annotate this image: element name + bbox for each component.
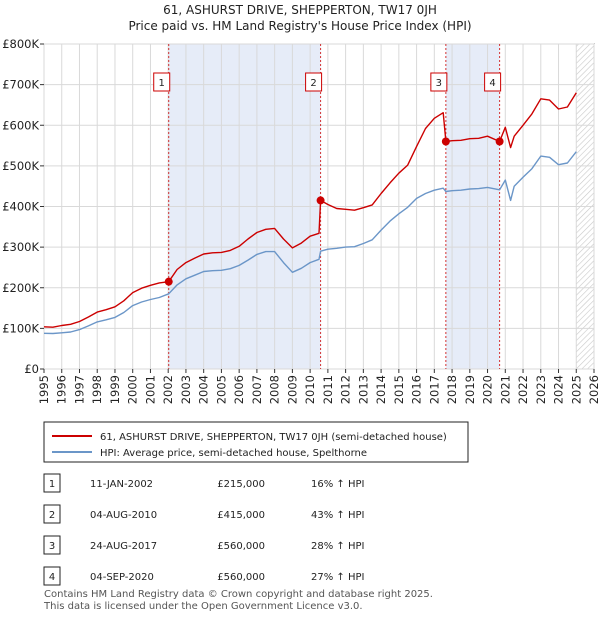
x-tick-label: 2017 <box>427 375 441 404</box>
x-tick-label: 2008 <box>268 375 282 404</box>
sale-row-number: 1 <box>49 479 55 490</box>
sale-row-box-1 <box>43 473 61 493</box>
property-price-line <box>43 92 577 328</box>
sale-point-2 <box>316 196 325 205</box>
y-tick-label: £700K <box>2 78 39 92</box>
legend-box <box>43 421 469 463</box>
x-tick-label: 1998 <box>90 375 104 404</box>
sale-row-date: 04-AUG-2010 <box>90 510 157 521</box>
x-tick-label: 2013 <box>356 375 370 404</box>
footer-copyright: Contains HM Land Registry data © Crown c… <box>44 589 433 600</box>
x-tick-label: 2004 <box>197 375 211 404</box>
x-tick-label: 2025 <box>569 375 583 404</box>
sale-marker-label-3: 3 <box>436 78 442 89</box>
y-tick-label: £800K <box>2 37 39 51</box>
x-tick-label: 2018 <box>445 375 459 404</box>
sale-row-box-2 <box>43 504 61 524</box>
x-tick-label: 2016 <box>410 375 424 404</box>
sale-marker-box-4 <box>484 72 502 92</box>
sale-row-number: 3 <box>49 541 55 552</box>
x-tick-label: 2026 <box>587 375 600 404</box>
y-tick-label: £100K <box>2 321 39 335</box>
sale-row-price: £560,000 <box>217 541 265 552</box>
y-tick-label: £300K <box>2 240 39 254</box>
sale-marker-label-4: 4 <box>489 78 495 89</box>
sale-row-hpi-delta: 16% ↑ HPI <box>311 479 364 490</box>
x-tick-label: 2006 <box>232 375 246 404</box>
y-tick-label: £200K <box>2 281 39 295</box>
grid-lines <box>43 43 595 370</box>
y-tick-label: £600K <box>2 118 39 132</box>
sale-point-3 <box>441 137 450 146</box>
x-tick-label: 2009 <box>285 375 299 404</box>
sale-row-price: £415,000 <box>217 510 265 521</box>
x-tick-label: 2024 <box>552 375 566 404</box>
sale-row-price: £560,000 <box>217 572 265 583</box>
x-tick-label: 2011 <box>321 375 335 404</box>
chart-subtitle: Price paid vs. HM Land Registry's House … <box>128 19 471 33</box>
hpi-line <box>43 151 577 335</box>
sale-row-date: 04-SEP-2020 <box>90 572 154 583</box>
sale-marker-label-2: 2 <box>310 78 316 89</box>
y-tick-label: £400K <box>2 200 39 214</box>
y-axis-ticks: £0 £100K £200K £300K £400K £500K £600K £700K £80… <box>2 37 44 376</box>
sale-row-box-4 <box>43 566 61 586</box>
legend-label-hpi: HPI: Average price, semi-detached house,… <box>100 448 367 459</box>
sale-row-date: 11-JAN-2002 <box>90 479 153 490</box>
sale-points <box>164 137 504 286</box>
x-tick-label: 2020 <box>481 375 495 404</box>
sale-row-price: £215,000 <box>217 479 265 490</box>
sale-row-hpi-delta: 28% ↑ HPI <box>311 541 364 552</box>
footer-licence: This data is licensed under the Open Gov… <box>43 601 363 612</box>
x-tick-label: 2021 <box>498 375 512 404</box>
x-tick-label: 2022 <box>516 375 530 404</box>
sale-row-date: 24-AUG-2017 <box>90 541 157 552</box>
x-tick-label: 2014 <box>374 375 388 404</box>
x-tick-label: 2001 <box>143 375 157 404</box>
sale-point-1 <box>164 277 173 286</box>
x-tick-label: 1995 <box>37 375 51 404</box>
x-tick-label: 1997 <box>72 375 86 404</box>
x-tick-label: 2002 <box>161 375 175 404</box>
x-tick-label: 2023 <box>534 375 548 404</box>
x-tick-label: 1999 <box>108 375 122 404</box>
x-tick-label: 2010 <box>303 375 317 404</box>
x-axis-ticks: 1995 1996 1997 1998 1999 2000 2001 2002 2003 2004… <box>37 369 600 404</box>
sale-point-4 <box>495 137 504 146</box>
x-tick-label: 2012 <box>339 375 353 404</box>
x-tick-label: 1996 <box>55 375 69 404</box>
sale-row-box-3 <box>43 535 61 555</box>
sale-marker-box-2 <box>305 72 323 92</box>
sale-row-hpi-delta: 43% ↑ HPI <box>311 510 364 521</box>
sales-table: 1 11-JAN-2002 £215,000 16% ↑ HPI 2 04-AUG-201… <box>43 473 364 586</box>
series-lines <box>43 92 577 335</box>
sale-number-markers: 1 2 3 4 <box>153 72 502 92</box>
y-tick-label: £500K <box>2 159 39 173</box>
chart-title: 61, ASHURST DRIVE, SHEPPERTON, TW17 0JH <box>163 3 437 17</box>
legend-label-property: 61, ASHURST DRIVE, SHEPPERTON, TW17 0JH … <box>100 432 447 443</box>
sale-marker-box-1 <box>153 72 171 92</box>
x-tick-label: 2005 <box>214 375 228 404</box>
sale-row-hpi-delta: 27% ↑ HPI <box>311 572 364 583</box>
x-tick-label: 2003 <box>179 375 193 404</box>
x-tick-label: 2019 <box>463 375 477 404</box>
x-tick-label: 2015 <box>392 375 406 404</box>
sale-row-number: 2 <box>49 510 55 521</box>
sale-marker-box-3 <box>430 72 448 92</box>
sale-row-number: 4 <box>49 572 55 583</box>
y-tick-label: £0 <box>24 362 39 376</box>
x-tick-label: 2000 <box>126 375 140 404</box>
x-tick-label: 2007 <box>250 375 264 404</box>
sale-marker-label-1: 1 <box>159 78 165 89</box>
